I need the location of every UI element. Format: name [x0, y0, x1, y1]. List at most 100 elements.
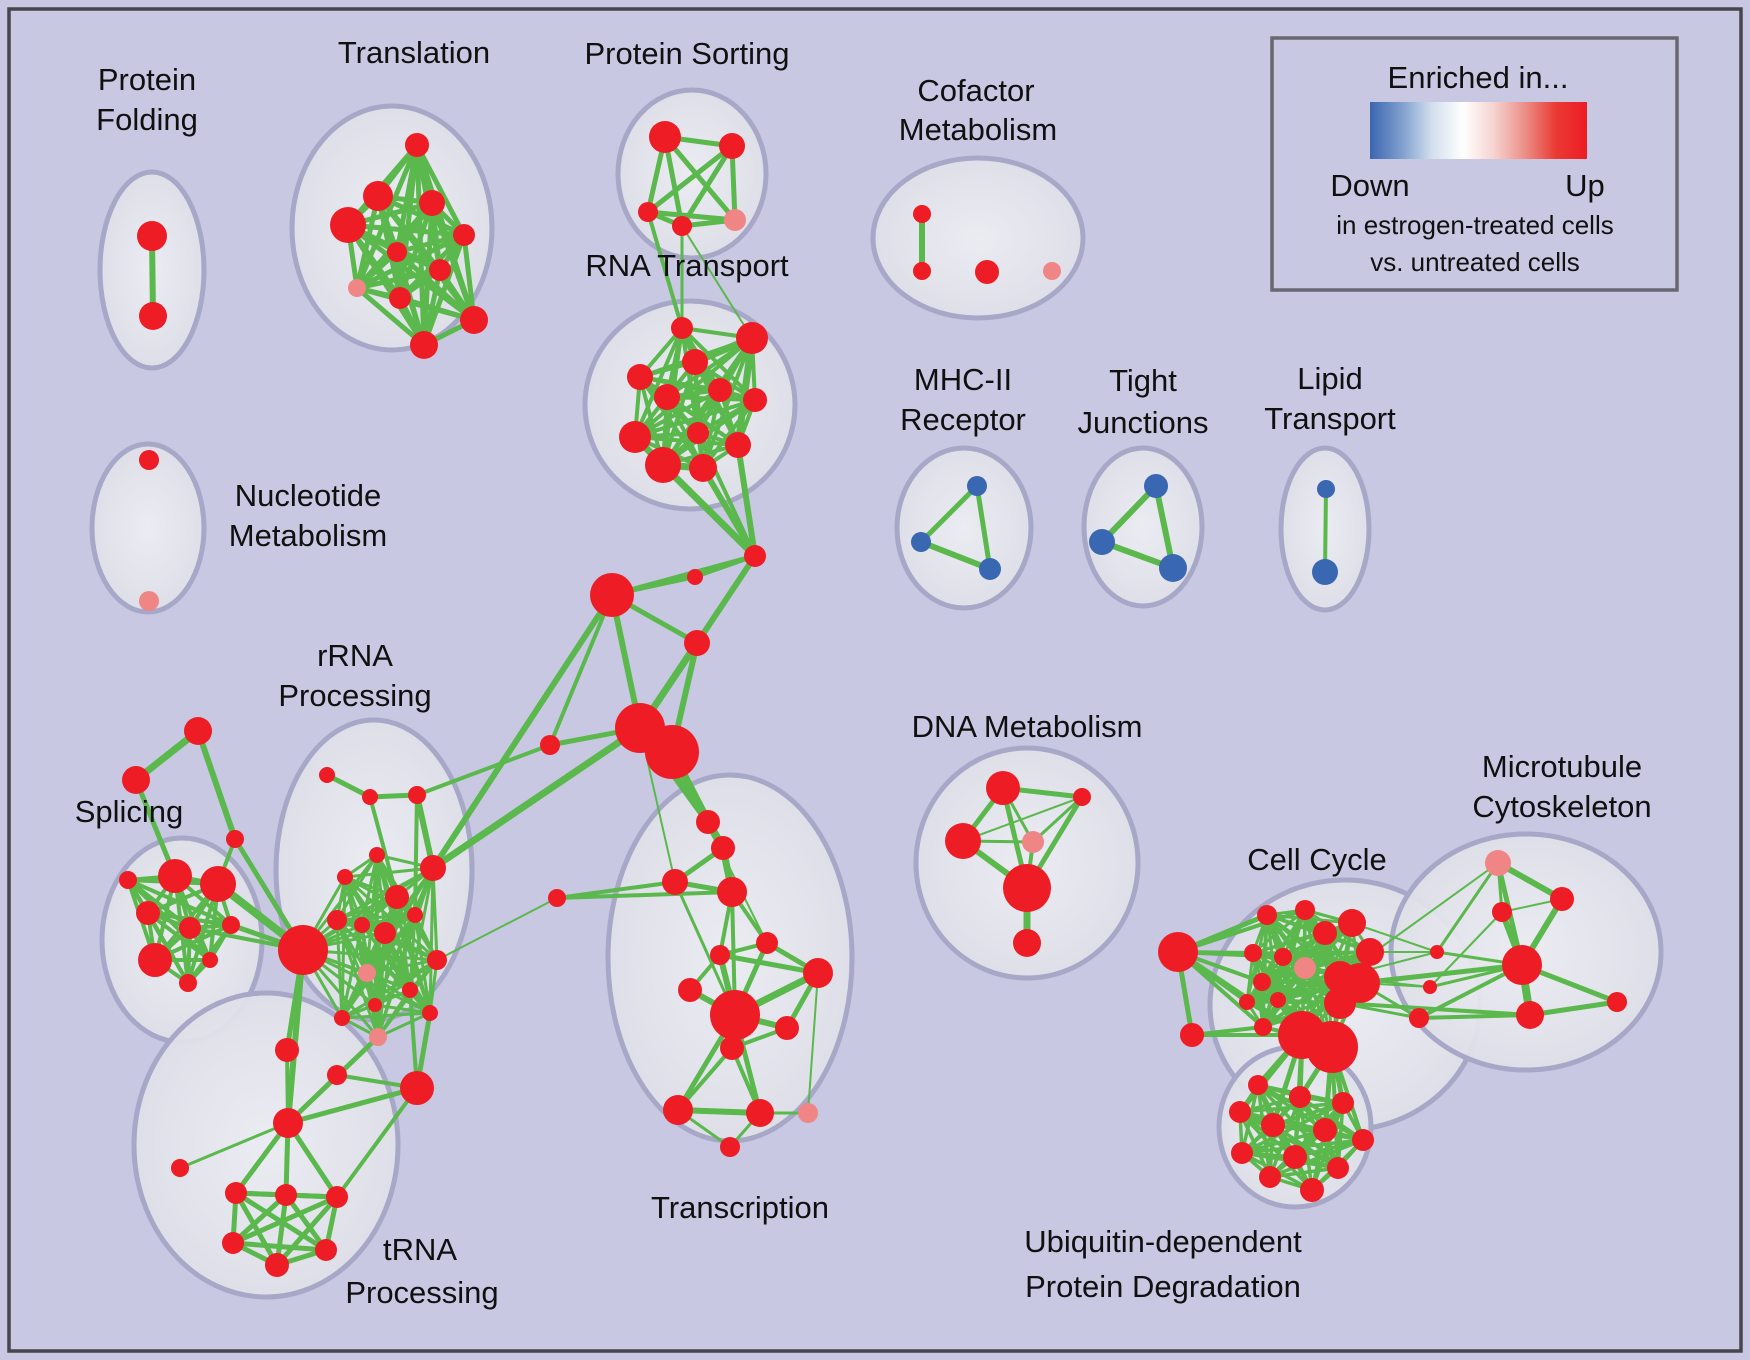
node-up [1300, 1178, 1324, 1202]
node-up [139, 450, 159, 470]
node-up [590, 573, 634, 617]
node-up [548, 889, 566, 907]
node-up [460, 306, 488, 334]
node-up [226, 830, 244, 848]
node-up [275, 1038, 299, 1062]
edge [974, 483, 993, 572]
node-down [1159, 554, 1187, 582]
edge [335, 913, 417, 922]
node-up [429, 259, 451, 281]
edge [659, 461, 759, 560]
node-up [354, 917, 370, 933]
node-up [720, 1036, 744, 1060]
legend-subtitle-line2: vs. untreated cells [1370, 247, 1580, 277]
cluster-label-microtubule-cytoskeleton-line1: Microtubule [1482, 749, 1642, 784]
node-up [420, 855, 446, 881]
cluster-label-lipid-transport-line2: Transport [1264, 401, 1396, 436]
node-up [348, 279, 366, 297]
node-up [1306, 1021, 1358, 1073]
edge [1281, 950, 1372, 959]
node-up [122, 766, 150, 794]
node-up [319, 767, 335, 783]
edge [230, 1194, 340, 1246]
legend-up-label: Up [1565, 168, 1605, 203]
node-up [1239, 994, 1255, 1010]
cluster-label-protein-sorting: Protein Sorting [584, 36, 789, 71]
node-up [803, 958, 833, 988]
node-up [1261, 1113, 1285, 1137]
node-up [273, 1108, 303, 1138]
node-up [1352, 1129, 1374, 1151]
edge [918, 483, 980, 545]
cluster-ellipse-protein-sorting [615, 87, 769, 261]
node-up [1607, 992, 1627, 1012]
edge [340, 923, 364, 1020]
node-up [1248, 1075, 1268, 1095]
cluster-ellipse-trna-processing [131, 990, 401, 1300]
node-up [1274, 948, 1292, 966]
edge [1435, 861, 1500, 954]
node-up [374, 922, 396, 944]
edge [421, 232, 467, 348]
node-up [427, 950, 447, 970]
node-up [1485, 850, 1511, 876]
cluster-label-nucleotide-metabolism-line2: Metabolism [229, 518, 388, 553]
node-up [708, 378, 732, 402]
node-up [136, 901, 160, 925]
node-up [1492, 902, 1512, 922]
edge [429, 724, 644, 872]
edge [1261, 950, 1372, 1029]
node-up [627, 364, 653, 390]
legend: Enriched in... Down Up in estrogen-treat… [1270, 36, 1679, 292]
cluster-label-protein-folding-line2: Folding [96, 102, 198, 137]
edge [1251, 908, 1307, 955]
node-down [967, 476, 987, 496]
node-up [684, 630, 710, 656]
edge [665, 395, 757, 402]
node-down [1089, 529, 1115, 555]
node-up [265, 1253, 289, 1277]
cluster-label-tight-junctions-line1: Tight [1109, 363, 1177, 398]
node-up [913, 205, 931, 223]
edge [609, 553, 758, 598]
edge [645, 209, 738, 223]
nodes [119, 121, 1627, 1277]
edge [415, 743, 552, 797]
legend-box [1270, 36, 1679, 292]
node-up [1013, 929, 1041, 957]
edge [633, 388, 722, 439]
cluster-label-rrna-processing-line1: rRNA [317, 638, 393, 673]
cluster-label-trna-processing-line1: tRNA [383, 1232, 457, 1267]
node-down [1317, 480, 1335, 498]
figure-border [7, 7, 1743, 1353]
node-up [1409, 1008, 1429, 1028]
node-up [1257, 905, 1277, 925]
node-up [139, 591, 159, 611]
node-up [200, 866, 236, 902]
node-up [369, 847, 385, 863]
node-up [1516, 1001, 1544, 1029]
edge [430, 592, 615, 871]
cluster-label-mhc-ii-receptor-line1: MHC-II [914, 362, 1012, 397]
edge [633, 398, 757, 439]
edge [285, 947, 306, 1126]
cluster-label-translation: Translation [338, 35, 490, 70]
cluster-label-ubiquitin-degradation-line2: Protein Degradation [1025, 1269, 1301, 1304]
cluster-label-transcription: Transcription [651, 1190, 829, 1225]
edge [461, 232, 477, 323]
edge [324, 772, 373, 800]
legend-subtitle-line1: in estrogen-treated cells [1336, 210, 1613, 240]
cluster-label-trna-processing-line2: Processing [345, 1275, 498, 1310]
node-up [405, 133, 429, 157]
edge [681, 225, 753, 339]
node-up [278, 925, 328, 975]
node-up [138, 943, 172, 977]
edge [1310, 1101, 1345, 1192]
edge [283, 1192, 329, 1253]
edge [646, 210, 684, 330]
node-up [1073, 788, 1091, 806]
legend-title: Enriched in... [1388, 60, 1569, 95]
node-up [619, 421, 651, 453]
node-up [1338, 909, 1366, 937]
